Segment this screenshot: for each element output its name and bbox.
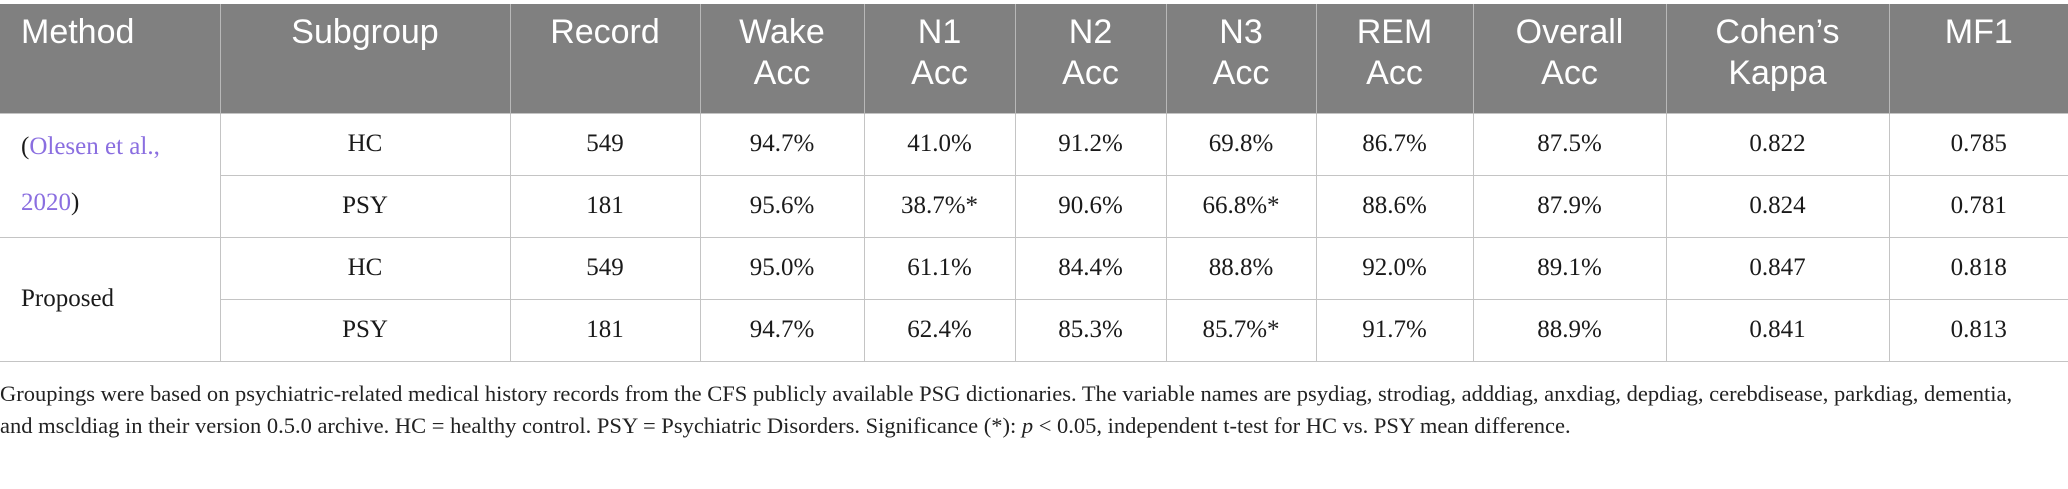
column-header-line: Acc: [1541, 54, 1598, 92]
table-row: (Olesen et al., 2020) HC 549 94.7% 41.0% 91.2…: [0, 112, 2068, 238]
column-header-mf1: MF1: [1888, 4, 2068, 113]
column-header-line: Acc: [911, 54, 968, 92]
column-header-n3-acc: N3 Acc: [1165, 4, 1316, 113]
column-header-line: N1: [917, 13, 962, 51]
table-cell-record: 549: [509, 112, 701, 176]
column-header-line: Acc: [1366, 54, 1423, 92]
footnote-text-2: < 0.05, independent t-test for HC vs. PS…: [1033, 413, 1571, 438]
method-label-suffix: ): [71, 189, 80, 216]
results-table: Method Subgroup Record Wake Acc N1 Acc N2 Acc N3 A…: [0, 4, 2068, 362]
table-cell-record: 549: [509, 236, 701, 300]
column-header-line: Method: [21, 13, 135, 51]
column-header-overall-acc: Overall Acc: [1472, 4, 1666, 113]
column-header-line: Wake: [739, 13, 825, 51]
table-cell-mf1: 0.813: [1888, 298, 2068, 362]
method-cell: Proposed: [0, 236, 221, 362]
table-cell-n1-acc: 41.0%: [863, 112, 1016, 176]
column-header-record: Record: [509, 4, 700, 113]
table-cell-n1-acc: 61.1%: [863, 236, 1016, 300]
table-cell-n1-acc: 38.7%*: [863, 174, 1016, 238]
table-cell-cohens-kappa: 0.822: [1665, 112, 1890, 176]
column-header-subgroup: Subgroup: [219, 4, 510, 113]
table-cell-subgroup: HC: [219, 112, 511, 176]
column-header-rem-acc: REM Acc: [1315, 4, 1473, 113]
table-cell-wake-acc: 94.7%: [699, 112, 865, 176]
table-row: PSY 181 94.7% 62.4% 85.3% 85.7%* 91.7% 88.9% 0.8…: [0, 298, 2068, 362]
column-header-n1-acc: N1 Acc: [863, 4, 1015, 113]
table-cell-overall-acc: 87.5%: [1472, 112, 1667, 176]
citation-link[interactable]: Olesen et al., 2020: [21, 133, 160, 216]
column-header-line: Acc: [753, 54, 811, 92]
table-cell-wake-acc: 94.7%: [699, 298, 865, 362]
column-header-line: MF1: [1944, 13, 2013, 51]
table-cell-n3-acc: 69.8%: [1165, 112, 1317, 176]
table-cell-overall-acc: 89.1%: [1472, 236, 1667, 300]
column-header-line: Subgroup: [291, 13, 439, 51]
table-header-row: Method Subgroup Record Wake Acc N1 Acc N2 Acc N3 A…: [0, 4, 2068, 113]
table-cell-subgroup: HC: [219, 236, 511, 300]
table-row: PSY 181 95.6% 38.7%* 90.6% 66.8%* 88.6% 87.9% 0.…: [0, 174, 2068, 238]
table-cell-cohens-kappa: 0.841: [1665, 298, 1890, 362]
column-header-method: Method: [0, 4, 220, 113]
footnote-p-symbol: p: [1021, 413, 1034, 438]
table-cell-overall-acc: 88.9%: [1472, 298, 1667, 362]
table-row: Proposed HC 549 95.0% 61.1% 84.4% 88.8% 92.0% 89…: [0, 236, 2068, 362]
table-cell-subgroup: PSY: [219, 174, 511, 238]
table-cell-n3-acc: 66.8%*: [1165, 174, 1317, 238]
table-cell-subgroup: PSY: [219, 298, 511, 362]
table-cell-n1-acc: 62.4%: [863, 298, 1016, 362]
table-cell-n2-acc: 90.6%: [1014, 174, 1167, 238]
table-cell-rem-acc: 92.0%: [1315, 236, 1474, 300]
column-header-cohens-kappa: Cohen’s Kappa: [1665, 4, 1889, 113]
table-body: (Olesen et al., 2020) HC 549 94.7% 41.0% 91.2…: [0, 112, 2068, 362]
footnote-text-1: Groupings were based on psychiatric-rela…: [0, 381, 2013, 438]
method-cell: (Olesen et al., 2020): [0, 112, 221, 238]
table-cell-cohens-kappa: 0.824: [1665, 174, 1890, 238]
table-cell-n2-acc: 85.3%: [1014, 298, 1167, 362]
table-cell-mf1: 0.781: [1888, 174, 2068, 238]
column-header-line: Cohen’s: [1715, 13, 1840, 51]
table-cell-rem-acc: 91.7%: [1315, 298, 1474, 362]
column-header-line: N2: [1068, 13, 1113, 51]
method-label: Proposed: [21, 285, 115, 312]
table-cell-n2-acc: 84.4%: [1014, 236, 1167, 300]
table-cell-n3-acc: 88.8%: [1165, 236, 1317, 300]
table-cell-rem-acc: 88.6%: [1315, 174, 1474, 238]
table-cell-n2-acc: 91.2%: [1014, 112, 1167, 176]
table-footnote: Groupings were based on psychiatric-rela…: [0, 378, 2050, 442]
column-header-line: Record: [550, 13, 660, 51]
table-cell-mf1: 0.818: [1888, 236, 2068, 300]
method-label: (: [21, 133, 30, 160]
table-cell-wake-acc: 95.0%: [699, 236, 865, 300]
table-cell-overall-acc: 87.9%: [1472, 174, 1667, 238]
column-header-line: Overall: [1515, 13, 1624, 51]
column-header-line: N3: [1219, 13, 1263, 51]
table-cell-record: 181: [509, 298, 701, 362]
column-header-line: Acc: [1062, 54, 1119, 92]
column-header-line: REM: [1356, 13, 1433, 51]
table-cell-n3-acc: 85.7%*: [1165, 298, 1317, 362]
table-cell-cohens-kappa: 0.847: [1665, 236, 1890, 300]
column-header-n2-acc: N2 Acc: [1014, 4, 1166, 113]
column-header-line: Kappa: [1728, 54, 1827, 92]
table-cell-rem-acc: 86.7%: [1315, 112, 1474, 176]
column-header-line: Acc: [1212, 54, 1270, 92]
table-cell-mf1: 0.785: [1888, 112, 2068, 176]
table-cell-record: 181: [509, 174, 701, 238]
table-cell-wake-acc: 95.6%: [699, 174, 865, 238]
column-header-wake-acc: Wake Acc: [699, 4, 864, 113]
